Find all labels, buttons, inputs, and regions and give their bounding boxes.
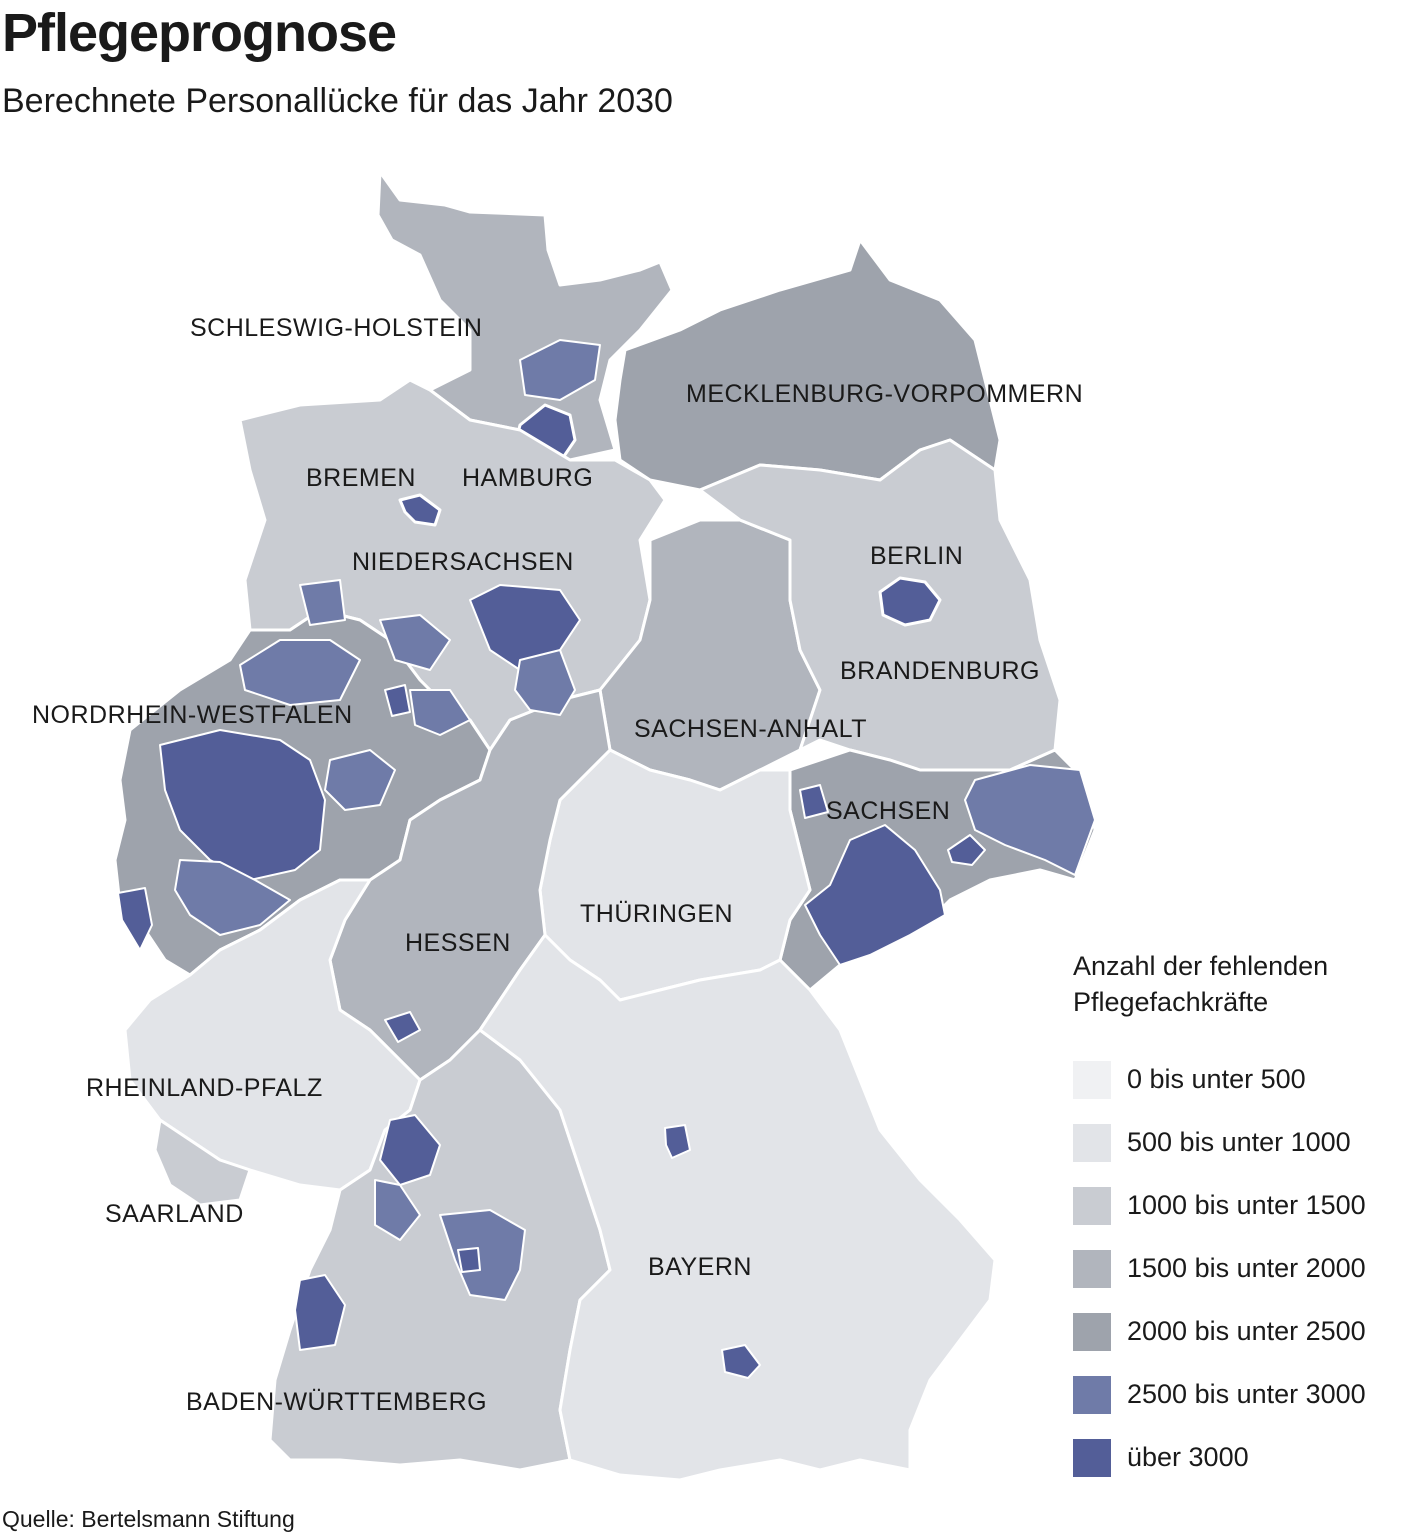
map-title: Pflegeprognose: [2, 3, 397, 63]
state-label-thueringen: THÜRINGEN: [580, 900, 733, 928]
legend-label: über 3000: [1127, 1442, 1249, 1472]
district-goerlitz: [947, 834, 986, 866]
legend-label: 2500 bis unter 3000: [1127, 1379, 1366, 1409]
legend-item: 0 bis unter 500: [1073, 1048, 1403, 1111]
district-stuttgart-core: [457, 1247, 481, 1273]
district-bielefeld: [384, 684, 411, 717]
state-label-bayern: BAYERN: [648, 1253, 752, 1281]
district-bautzen: [964, 764, 1096, 876]
district-muenchen: [721, 1344, 761, 1379]
legend-title: Anzahl der fehlenden Pflegefachkräfte: [1073, 948, 1403, 1020]
state-bremen: [398, 493, 442, 527]
district-hannover: [469, 584, 581, 671]
district-muenster: [239, 639, 361, 706]
district-nuernberg: [664, 1124, 691, 1159]
state-label-baden-wuerttemberg: BADEN-WÜRTTEMBERG: [186, 1388, 487, 1416]
district-chemnitz: [799, 784, 829, 819]
legend-swatch: [1073, 1123, 1111, 1162]
legend-item: 2000 bis unter 2500: [1073, 1300, 1403, 1363]
state-label-saarland: SAARLAND: [105, 1200, 244, 1228]
state-label-niedersachsen: NIEDERSACHSEN: [352, 548, 574, 576]
district-hildesheim: [514, 649, 576, 716]
district-hochsauerland: [324, 749, 396, 811]
legend: Anzahl der fehlenden Pflegefachkräfte 0 …: [1073, 948, 1403, 1489]
legend-swatch: [1073, 1438, 1111, 1477]
state-labels: SCHLESWIG-HOLSTEIN MECKLENBURG-VORPOMMER…: [32, 314, 1083, 1416]
district-karlsruhe: [374, 1179, 421, 1241]
state-label-hessen: HESSEN: [405, 929, 511, 957]
state-label-schleswig-holstein: SCHLESWIG-HOLSTEIN: [190, 314, 482, 342]
legend-swatch: [1073, 1249, 1111, 1288]
state-label-brandenburg: BRANDENBURG: [840, 657, 1040, 685]
state-label-bremen: BREMEN: [306, 464, 416, 492]
state-label-rheinland-pfalz: RHEINLAND-PFALZ: [86, 1074, 323, 1102]
district-dresden: [804, 824, 946, 966]
state-thueringen: [538, 748, 812, 1002]
district-minden: [379, 614, 451, 671]
state-saarland: [153, 1118, 252, 1207]
state-label-sachsen-anhalt: SACHSEN-ANHALT: [634, 715, 867, 743]
legend-title-line2: Pflegefachkräfte: [1073, 987, 1269, 1017]
state-schleswig-holstein: [376, 170, 674, 462]
state-bayern: [478, 933, 997, 1482]
legend-label: 2000 bis unter 2500: [1127, 1316, 1366, 1346]
district-lueneburg: [519, 339, 601, 401]
legend-label: 1000 bis unter 1500: [1127, 1190, 1366, 1220]
district-osnabrueck: [299, 579, 346, 626]
district-frankfurt: [384, 1011, 421, 1043]
source-credit: Quelle: Bertelsmann Stiftung: [2, 1506, 295, 1532]
legend-label: 500 bis unter 1000: [1127, 1127, 1351, 1157]
state-berlin: [878, 576, 942, 627]
district-stuttgart: [439, 1209, 526, 1301]
legend-item: 2500 bis unter 3000: [1073, 1363, 1403, 1426]
legend-item: 1000 bis unter 1500: [1073, 1174, 1403, 1237]
district-paderborn: [409, 689, 471, 736]
state-label-mecklenburg-vorpommern: MECKLENBURG-VORPOMMERN: [686, 380, 1083, 408]
district-koeln: [174, 859, 291, 936]
state-label-sachsen: SACHSEN: [826, 797, 950, 825]
district-ruhr: [159, 729, 326, 881]
legend-item: 500 bis unter 1000: [1073, 1111, 1403, 1174]
district-mannheim: [379, 1114, 441, 1186]
legend-item: 1500 bis unter 2000: [1073, 1237, 1403, 1300]
district-freiburg: [294, 1274, 346, 1351]
legend-title-line1: Anzahl der fehlenden: [1073, 951, 1329, 981]
legend-item: über 3000: [1073, 1426, 1403, 1489]
high-shortage-districts: [117, 339, 1096, 1379]
state-label-nordrhein-westfalen: NORDRHEIN-WESTFALEN: [32, 701, 353, 729]
state-label-hamburg: HAMBURG: [462, 464, 593, 492]
district-aachen: [117, 887, 153, 951]
legend-label: 1500 bis unter 2000: [1127, 1253, 1366, 1283]
map-subtitle: Berechnete Personallücke für das Jahr 20…: [2, 82, 673, 120]
legend-swatch: [1073, 1312, 1111, 1351]
state-label-berlin: BERLIN: [870, 542, 963, 570]
legend-swatch: [1073, 1375, 1111, 1414]
legend-swatch: [1073, 1186, 1111, 1225]
legend-label: 0 bis unter 500: [1127, 1064, 1306, 1094]
legend-swatch: [1073, 1060, 1111, 1099]
